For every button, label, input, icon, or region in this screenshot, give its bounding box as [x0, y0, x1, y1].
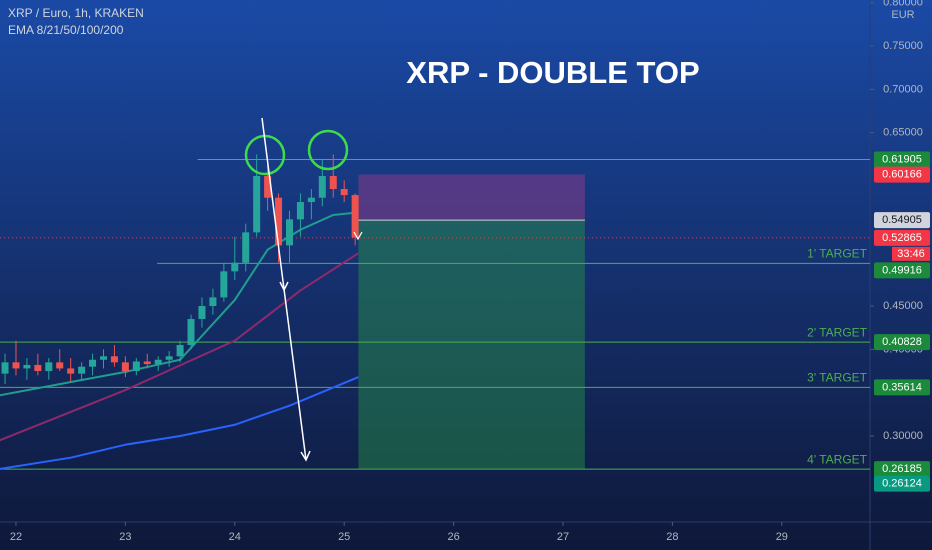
x-tick-label: 22 — [10, 531, 22, 543]
arrow-head — [279, 281, 289, 292]
y-tick-label: 0.65000 — [883, 127, 923, 139]
top-circle — [307, 129, 349, 171]
x-tick-label: 26 — [447, 531, 459, 543]
candle-body — [89, 359, 97, 367]
level-price-bg — [874, 461, 930, 478]
candle-body — [56, 362, 64, 369]
level-price: 0.26185 — [882, 463, 922, 475]
candle-body — [187, 319, 195, 346]
currency: EUR — [891, 9, 914, 21]
candle-body — [318, 176, 326, 198]
candle-body — [34, 364, 42, 372]
target-label: 2' TARGET — [807, 325, 868, 339]
y-tick-label: 0.45000 — [883, 300, 923, 312]
candle-body — [45, 362, 53, 372]
plot: 1' TARGET 2' TARGET 3' TARGET 4' TARGET — [0, 154, 870, 470]
candle-body — [1, 362, 9, 374]
indicator-header: EMA 8/21/50/100/200 — [8, 23, 124, 37]
candle-body — [132, 361, 140, 372]
candle-body — [253, 176, 261, 233]
level-price-bg — [874, 334, 930, 351]
x-tick-label: 27 — [557, 531, 569, 543]
symbol-header: XRP / Euro, 1h, KRAKEN — [8, 6, 144, 20]
y-tick-label: 0.75000 — [883, 40, 923, 52]
target-label: 4' TARGET — [807, 452, 868, 466]
target-zone — [358, 220, 585, 470]
x-tick-label: 28 — [666, 531, 678, 543]
candle-body — [78, 366, 86, 374]
candle-body — [121, 362, 129, 372]
level-price-bg — [874, 379, 930, 396]
target-label: 1' TARGET — [807, 247, 868, 261]
ema-line — [0, 252, 359, 442]
level-price: 0.61905 — [882, 153, 922, 165]
candle-body — [23, 364, 31, 369]
y-tick-label: 0.30000 — [883, 430, 923, 442]
level-price-bg — [874, 262, 930, 279]
entry-price-bg — [874, 212, 930, 229]
current-price: 0.52865 — [882, 232, 922, 244]
candle-body — [12, 362, 20, 369]
entry-price: 0.54905 — [882, 214, 922, 226]
candle-body — [99, 356, 107, 360]
y-tick-label: 0.70000 — [883, 83, 923, 95]
candle-body — [296, 202, 304, 220]
candle-body — [110, 356, 118, 363]
candle-body — [307, 197, 315, 203]
candle-body — [176, 345, 184, 357]
candle-body — [351, 195, 359, 238]
target-label: 3' TARGET — [807, 371, 868, 385]
x-tick-label: 24 — [229, 531, 241, 543]
arrow-head — [300, 450, 311, 462]
level-price-bg — [874, 151, 930, 168]
candle-body — [220, 271, 228, 298]
stop-zone — [358, 174, 585, 221]
candle-body — [264, 176, 272, 198]
extra-price: 0.26124 — [882, 478, 922, 490]
candle-body — [209, 297, 217, 307]
level-price: 0.49916 — [882, 264, 922, 276]
current-price-bg — [874, 229, 930, 246]
candle-body — [198, 306, 206, 320]
extra-price-bg — [874, 475, 930, 492]
candle-body — [340, 189, 348, 196]
arrow-head — [353, 231, 363, 241]
candle-body — [154, 359, 162, 365]
x-tick-label: 25 — [338, 531, 350, 543]
x-tick-label: 29 — [776, 531, 788, 543]
level-price: 0.35614 — [882, 381, 922, 393]
stop-price: 0.60166 — [882, 168, 922, 180]
candle-body — [242, 232, 250, 263]
candle-body — [231, 262, 239, 272]
stop-price-bg — [874, 166, 930, 183]
candle-body — [143, 361, 151, 365]
candle-body — [275, 197, 283, 246]
candle-body — [67, 368, 75, 374]
countdown: 33:46 — [897, 248, 925, 260]
candle-body — [285, 219, 293, 246]
level-price: 0.40828 — [882, 336, 922, 348]
ema-line — [0, 376, 359, 470]
candle-body — [165, 356, 173, 360]
chart-title: XRP - DOUBLE TOP — [406, 55, 699, 90]
x-tick-label: 23 — [119, 531, 131, 543]
countdown-bg — [892, 246, 930, 261]
annotations — [244, 117, 363, 462]
y-tick-label: 0.80000 — [883, 0, 923, 9]
candle-body — [329, 176, 337, 190]
